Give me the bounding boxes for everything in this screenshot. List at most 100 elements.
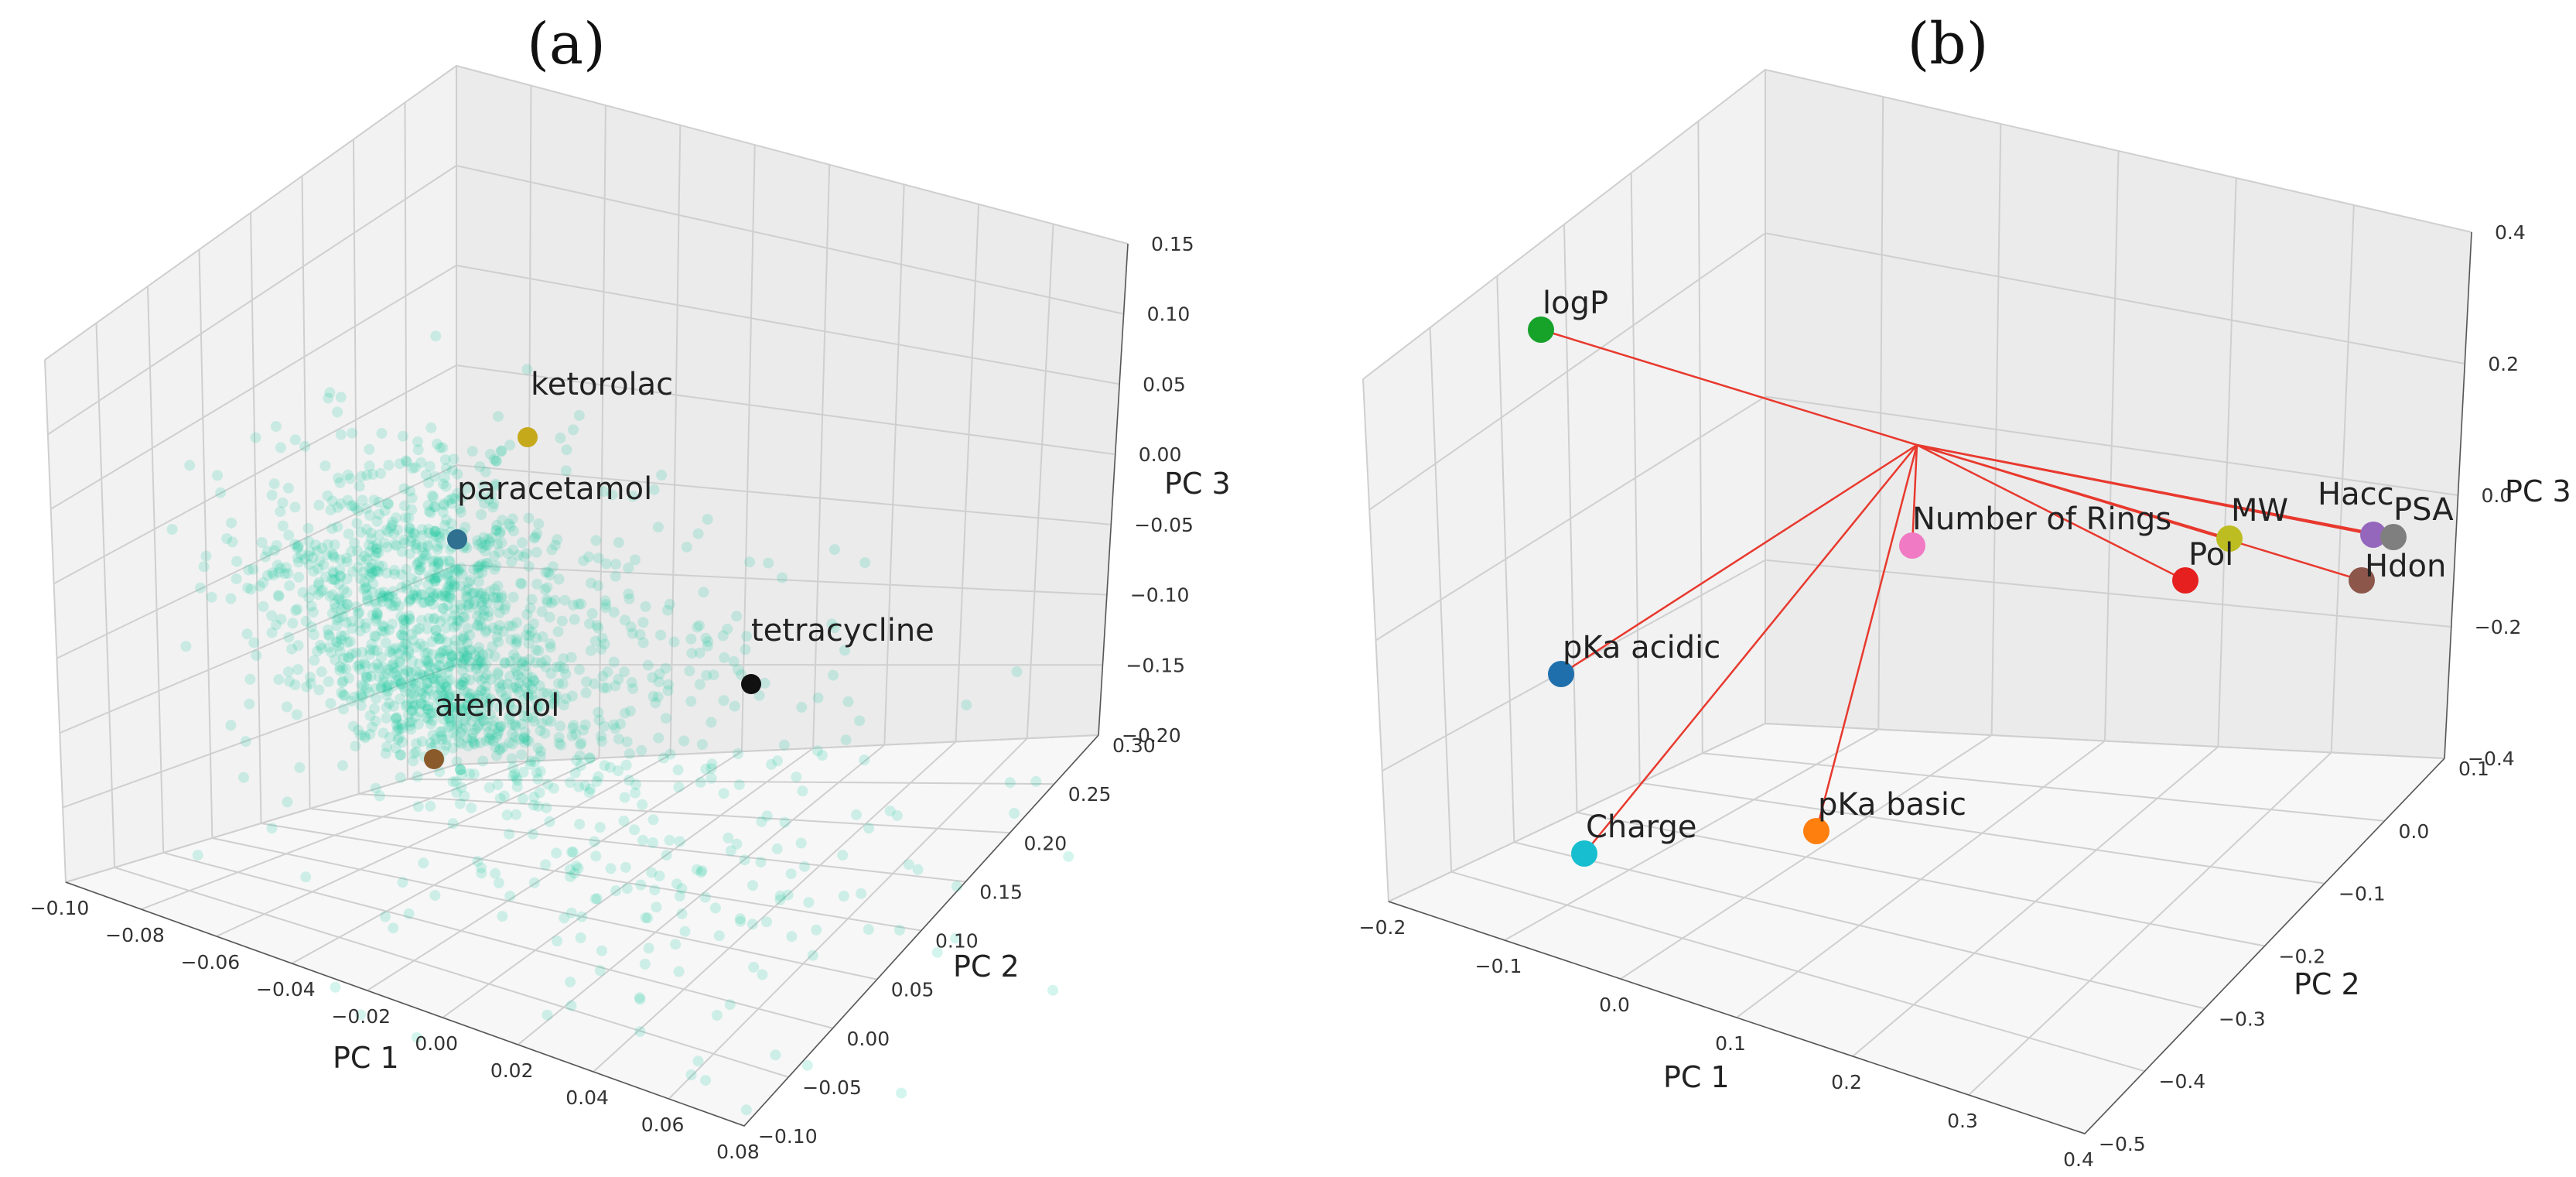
scatter-point <box>571 861 582 872</box>
label-paracetamol: paracetamol <box>457 471 652 507</box>
scatter-point <box>457 659 469 670</box>
scatter-point <box>470 711 481 723</box>
scatter-point <box>538 687 549 699</box>
scatter-point <box>430 526 441 537</box>
scatter-point <box>390 742 401 754</box>
scatter-point <box>478 662 490 674</box>
scatter-point <box>741 631 752 642</box>
scatter-point <box>462 600 473 611</box>
scatter-point <box>795 837 807 849</box>
scatter-point <box>506 753 518 765</box>
scatter-point <box>837 850 849 861</box>
scatter-point <box>275 442 286 453</box>
scatter-point <box>275 614 287 625</box>
scatter-point <box>717 630 729 642</box>
scatter-point <box>912 864 924 875</box>
scatter-point <box>524 630 535 642</box>
scatter-point <box>371 613 382 624</box>
marker-pKa-basic <box>1803 818 1830 844</box>
marker-MW <box>2216 525 2243 552</box>
scatter-point <box>509 768 521 780</box>
scatter-point <box>378 676 389 688</box>
scatter-point <box>484 448 496 460</box>
scatter-point <box>670 939 682 950</box>
scatter-point <box>459 685 470 696</box>
scatter-point <box>352 546 364 557</box>
scatter-point <box>446 657 457 669</box>
scatter-point <box>599 638 610 650</box>
scatter-point <box>367 541 378 553</box>
scatter-point <box>376 683 388 694</box>
scatter-point <box>482 701 494 713</box>
scatter-point <box>585 645 596 656</box>
scatter-point <box>405 535 416 547</box>
scatter-point <box>321 549 333 560</box>
scatter-point <box>401 699 413 710</box>
scatter-point <box>361 470 373 481</box>
scatter-point <box>341 587 353 598</box>
scatter-point <box>459 790 470 802</box>
scatter-point <box>440 587 451 598</box>
scatter-point <box>480 539 491 551</box>
scatter-point <box>896 1087 907 1099</box>
panel-a-y-tick-8: 0.30 <box>1112 734 1156 757</box>
scatter-point <box>297 587 309 598</box>
scatter-point <box>555 433 566 443</box>
scatter-point <box>629 824 641 836</box>
scatter-point <box>404 717 415 728</box>
scatter-point <box>434 653 446 665</box>
scatter-point <box>416 530 428 541</box>
scatter-point <box>468 697 480 709</box>
scatter-point <box>436 685 447 696</box>
scatter-point <box>396 581 408 593</box>
scatter-point <box>658 752 669 764</box>
scatter-point <box>368 703 380 714</box>
scatter-point <box>460 585 472 597</box>
scatter-point <box>429 673 440 685</box>
scatter-point <box>672 764 684 775</box>
scatter-point <box>422 579 434 590</box>
scatter-point <box>442 707 453 719</box>
scatter-point <box>184 460 196 471</box>
scatter-point <box>415 692 427 703</box>
scatter-point <box>408 527 419 539</box>
panel-a-x-tick-7: 0.04 <box>565 1086 609 1109</box>
scatter-point <box>497 515 508 526</box>
scatter-point <box>581 676 593 687</box>
scatter-point <box>381 689 392 700</box>
scatter-point <box>531 632 542 644</box>
scatter-point <box>455 764 466 775</box>
scatter-point <box>376 625 388 637</box>
scatter-point <box>275 563 286 574</box>
scatter-point <box>380 637 391 648</box>
scatter-point <box>744 556 756 568</box>
scatter-point <box>326 495 338 507</box>
scatter-point <box>799 861 810 872</box>
scatter-point <box>441 463 452 474</box>
scatter-point <box>438 645 449 656</box>
scatter-point <box>598 486 610 497</box>
scatter-point <box>473 539 484 550</box>
scatter-point <box>383 591 395 603</box>
scatter-point <box>511 665 523 677</box>
scatter-point <box>424 595 436 607</box>
scatter-point <box>416 614 427 626</box>
scatter-point <box>292 556 304 568</box>
scatter-point <box>496 445 507 457</box>
loading-Pol: Pol <box>2172 537 2233 594</box>
scatter-point <box>398 631 410 642</box>
scatter-point <box>488 550 500 562</box>
scatter-point <box>292 542 303 554</box>
scatter-point <box>378 671 390 683</box>
scatter-point <box>480 557 492 569</box>
scatter-point <box>456 569 468 580</box>
scatter-point <box>449 635 461 646</box>
scatter-point <box>395 676 407 688</box>
scatter-point <box>463 602 475 614</box>
scatter-point <box>709 902 721 914</box>
scatter-point <box>437 704 449 716</box>
scatter-point <box>373 566 384 578</box>
scatter-point <box>281 701 292 713</box>
scatter-point <box>460 704 471 716</box>
scatter-point <box>366 563 377 574</box>
